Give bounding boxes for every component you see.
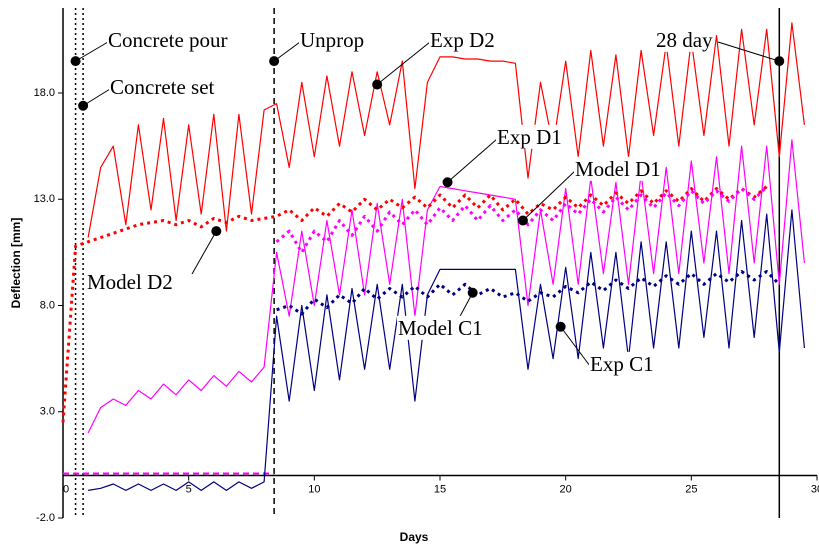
annotation-label: Concrete pour (108, 28, 228, 52)
label-bg (397, 315, 484, 340)
annotation-label: Concrete set (110, 75, 215, 99)
pointer-line (82, 88, 111, 107)
pointer-dot (78, 100, 89, 111)
pointer-line (273, 41, 301, 62)
pointer-line (191, 230, 217, 275)
x-tick-label: 10 (308, 483, 320, 495)
x-tick-label: 25 (685, 483, 697, 495)
series-line (88, 209, 805, 491)
annotation-label: Model C1 (398, 316, 483, 340)
pointer-line (75, 41, 109, 62)
x-axis-label: Days (400, 530, 429, 544)
y-axis-label: Deflection [mm] (9, 218, 23, 309)
pointer-line (717, 41, 780, 62)
label-bg (86, 269, 174, 294)
pointer-line (457, 292, 474, 321)
pointer-dot (269, 56, 280, 67)
label-bg (109, 74, 216, 99)
pointer-line (522, 170, 576, 221)
annotation-label: Exp D1 (497, 125, 562, 149)
y-tick-label: 18.0 (34, 87, 55, 99)
pointer-line (447, 138, 498, 183)
x-tick-label: 15 (434, 483, 446, 495)
x-tick-label: 0 (63, 483, 69, 495)
annotation-label: Exp D2 (430, 28, 495, 52)
x-tick-label: 5 (186, 483, 192, 495)
pointer-dot (774, 56, 785, 67)
pointer-line (376, 41, 431, 85)
pointer-dot (467, 287, 478, 298)
label-bg (107, 27, 229, 52)
label-bg (429, 27, 496, 52)
pointer-dot (555, 321, 566, 332)
pointer-dot (517, 215, 528, 226)
label-bg (589, 351, 655, 376)
annotation-label: Unprop (300, 28, 364, 52)
label-bg (655, 27, 715, 52)
y-tick-label: 3.0 (40, 406, 55, 418)
label-bg (496, 124, 563, 149)
series-line (87, 22, 805, 238)
annotation-label: Exp C1 (590, 352, 654, 376)
x-tick-label: 30 (811, 483, 819, 495)
pointer-dot (70, 56, 81, 67)
pointer-dot (211, 226, 222, 237)
x-tick-label: 20 (560, 483, 572, 495)
annotation-label: Model D1 (575, 157, 661, 181)
y-tick-label: 13.0 (34, 193, 55, 205)
y-tick-label: -2.0 (36, 512, 55, 524)
series-line (61, 185, 768, 423)
pointer-dot (372, 79, 383, 90)
pointer-line (560, 326, 591, 367)
label-bg (299, 27, 366, 52)
pointer-dot (442, 177, 453, 188)
annotation-label: Model D2 (87, 270, 173, 294)
y-tick-label: 8.0 (40, 299, 55, 311)
annotation-label: 28 day (656, 28, 713, 52)
series-line (87, 139, 805, 434)
label-bg (574, 156, 662, 181)
